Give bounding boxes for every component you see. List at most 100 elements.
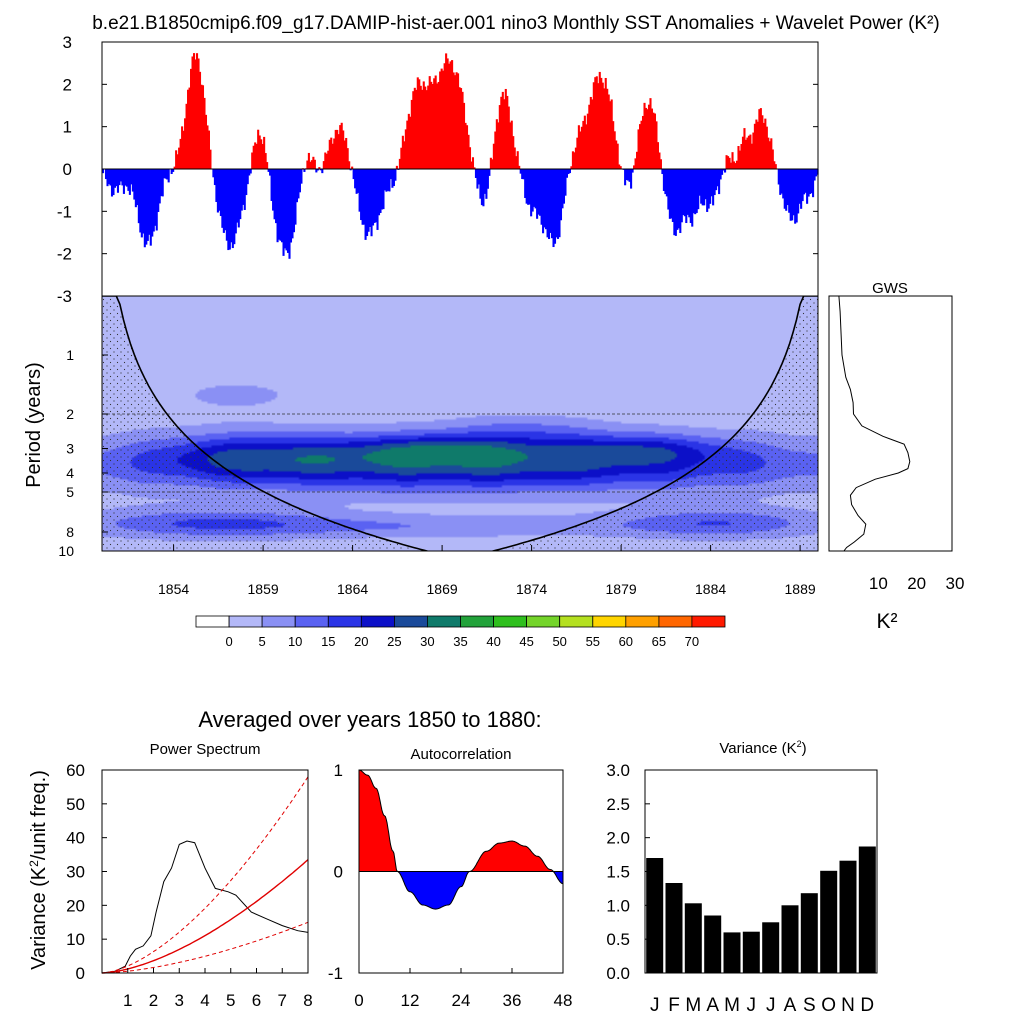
positive-anomaly-bar: [465, 125, 469, 169]
positive-anomaly-bar: [473, 167, 476, 169]
negative-anomaly-bar: [143, 169, 146, 248]
negative-anomaly-bar: [798, 169, 801, 204]
negative-anomaly-bar: [237, 169, 240, 228]
positive-anomaly-bar: [619, 166, 622, 169]
colorbar-swatch: [493, 615, 528, 628]
positive-anomaly-bar: [603, 88, 606, 169]
negative-anomaly-bar: [137, 169, 140, 224]
month-label: D: [860, 995, 874, 1016]
positive-anomaly-bar: [445, 53, 448, 169]
positive-anomaly-bar: [649, 98, 652, 169]
positive-anomaly-bar: [427, 85, 430, 169]
colorbar-label: 5: [258, 634, 265, 649]
colorbar-swatch: [327, 615, 362, 628]
gws-panel: GWS 10 20 30 K²: [828, 280, 965, 633]
negative-anomaly-bar: [273, 169, 276, 220]
positive-anomaly-bar: [309, 161, 312, 169]
negative-anomaly-bar: [267, 169, 270, 172]
negative-anomaly-bar: [152, 169, 155, 232]
power-spectrum-curves: [101, 776, 309, 974]
negative-anomaly-bar: [285, 169, 288, 251]
positive-anomaly-bar: [644, 107, 648, 169]
negative-anomaly-bar: [272, 169, 275, 211]
y-tick-label: 2: [63, 75, 72, 94]
negative-anomaly-bar: [567, 169, 570, 175]
negative-anomaly-bar: [524, 169, 527, 198]
variance-bar: [742, 931, 760, 973]
positive-anomaly-bar: [729, 162, 733, 169]
month-label: O: [821, 995, 836, 1016]
positive-anomaly-bar: [735, 160, 739, 169]
negative-anomaly-bar: [665, 169, 668, 197]
negative-anomaly-bar: [721, 169, 724, 175]
positive-anomaly-bar: [471, 157, 475, 169]
positive-anomaly-bar: [498, 105, 501, 169]
negative-anomaly-bar: [127, 169, 130, 191]
positive-anomaly-bar: [740, 144, 743, 169]
positive-anomaly-bar: [640, 120, 643, 169]
negative-anomaly-bar: [164, 169, 167, 179]
positive-anomaly-bar: [462, 102, 466, 169]
var-y-tick-label: 0.5: [606, 930, 630, 949]
positive-anomaly-bar: [336, 129, 339, 169]
negative-anomaly-bar: [319, 169, 322, 171]
positive-anomaly-bar: [755, 119, 758, 169]
variance-bar: [723, 932, 741, 973]
ac-x-tick-label: 48: [554, 991, 573, 1010]
negative-anomaly-bar: [480, 169, 483, 206]
positive-anomaly-bar: [750, 143, 753, 169]
negative-anomaly-bar: [662, 169, 665, 191]
negative-anomaly-bar: [361, 169, 364, 225]
negative-anomaly-bar: [136, 169, 139, 206]
positive-anomaly-bar: [658, 152, 661, 169]
positive-anomaly-bar: [771, 149, 774, 169]
positive-anomaly-bar: [586, 113, 589, 169]
positive-anomaly-bar: [738, 150, 742, 169]
positive-anomaly-bar: [606, 88, 609, 169]
negative-anomaly-bar: [807, 169, 810, 197]
negative-anomaly-bar: [142, 169, 145, 234]
ps-y-tick-label: 20: [66, 896, 85, 915]
positive-anomaly-bar: [515, 156, 518, 169]
y-tick-label: 0: [63, 160, 72, 179]
positive-anomaly-bar: [494, 131, 497, 169]
power-spectrum-title: Power Spectrum: [150, 741, 261, 758]
positive-anomaly-bar: [580, 126, 583, 169]
negative-anomaly-bar: [125, 169, 128, 187]
negative-anomaly-bar: [528, 169, 531, 205]
wavelet-frame: [101, 295, 819, 552]
negative-anomaly-bar: [231, 169, 234, 249]
negative-anomaly-bar: [213, 169, 216, 186]
colorbar-swatch: [360, 615, 395, 628]
positive-anomaly-bar: [188, 87, 191, 169]
positive-anomaly-bar: [770, 138, 773, 169]
ps-y-tick-label: 40: [66, 829, 85, 848]
gws-xlabel: K²: [877, 610, 898, 633]
positive-anomaly-bar: [310, 160, 313, 169]
colorbar-label: 30: [420, 634, 434, 649]
positive-anomaly-bar: [609, 101, 612, 169]
negative-anomaly-bar: [212, 169, 215, 178]
positive-anomaly-bar: [652, 112, 655, 169]
ylabel-part2: /unit freq.): [28, 770, 50, 860]
positive-anomaly-bar: [185, 103, 188, 169]
positive-anomaly-bar: [501, 91, 504, 169]
period-axis-ticks: 1 2 3 4 5 8 10: [58, 347, 108, 559]
colorbar-label: 15: [321, 634, 335, 649]
negative-anomaly-bar: [230, 169, 233, 243]
positive-anomaly-bar: [746, 137, 749, 169]
negative-anomaly-bar: [222, 169, 225, 233]
ylabel-sup: 2: [27, 860, 41, 867]
negative-anomaly-bar: [673, 169, 676, 236]
negative-anomaly-bar: [695, 169, 698, 213]
negative-anomaly-bar: [670, 169, 673, 219]
negative-anomaly-bar: [706, 169, 709, 212]
negative-anomaly-bar: [542, 169, 545, 234]
negative-anomaly-bar: [719, 169, 722, 180]
gws-tick-label: 30: [946, 574, 965, 593]
negative-anomaly-bar: [321, 169, 324, 174]
positive-anomaly-bar: [468, 147, 472, 169]
y-tick-label: -2: [57, 245, 72, 264]
variance-bar: [684, 903, 702, 973]
negative-anomaly-bar: [243, 169, 246, 210]
